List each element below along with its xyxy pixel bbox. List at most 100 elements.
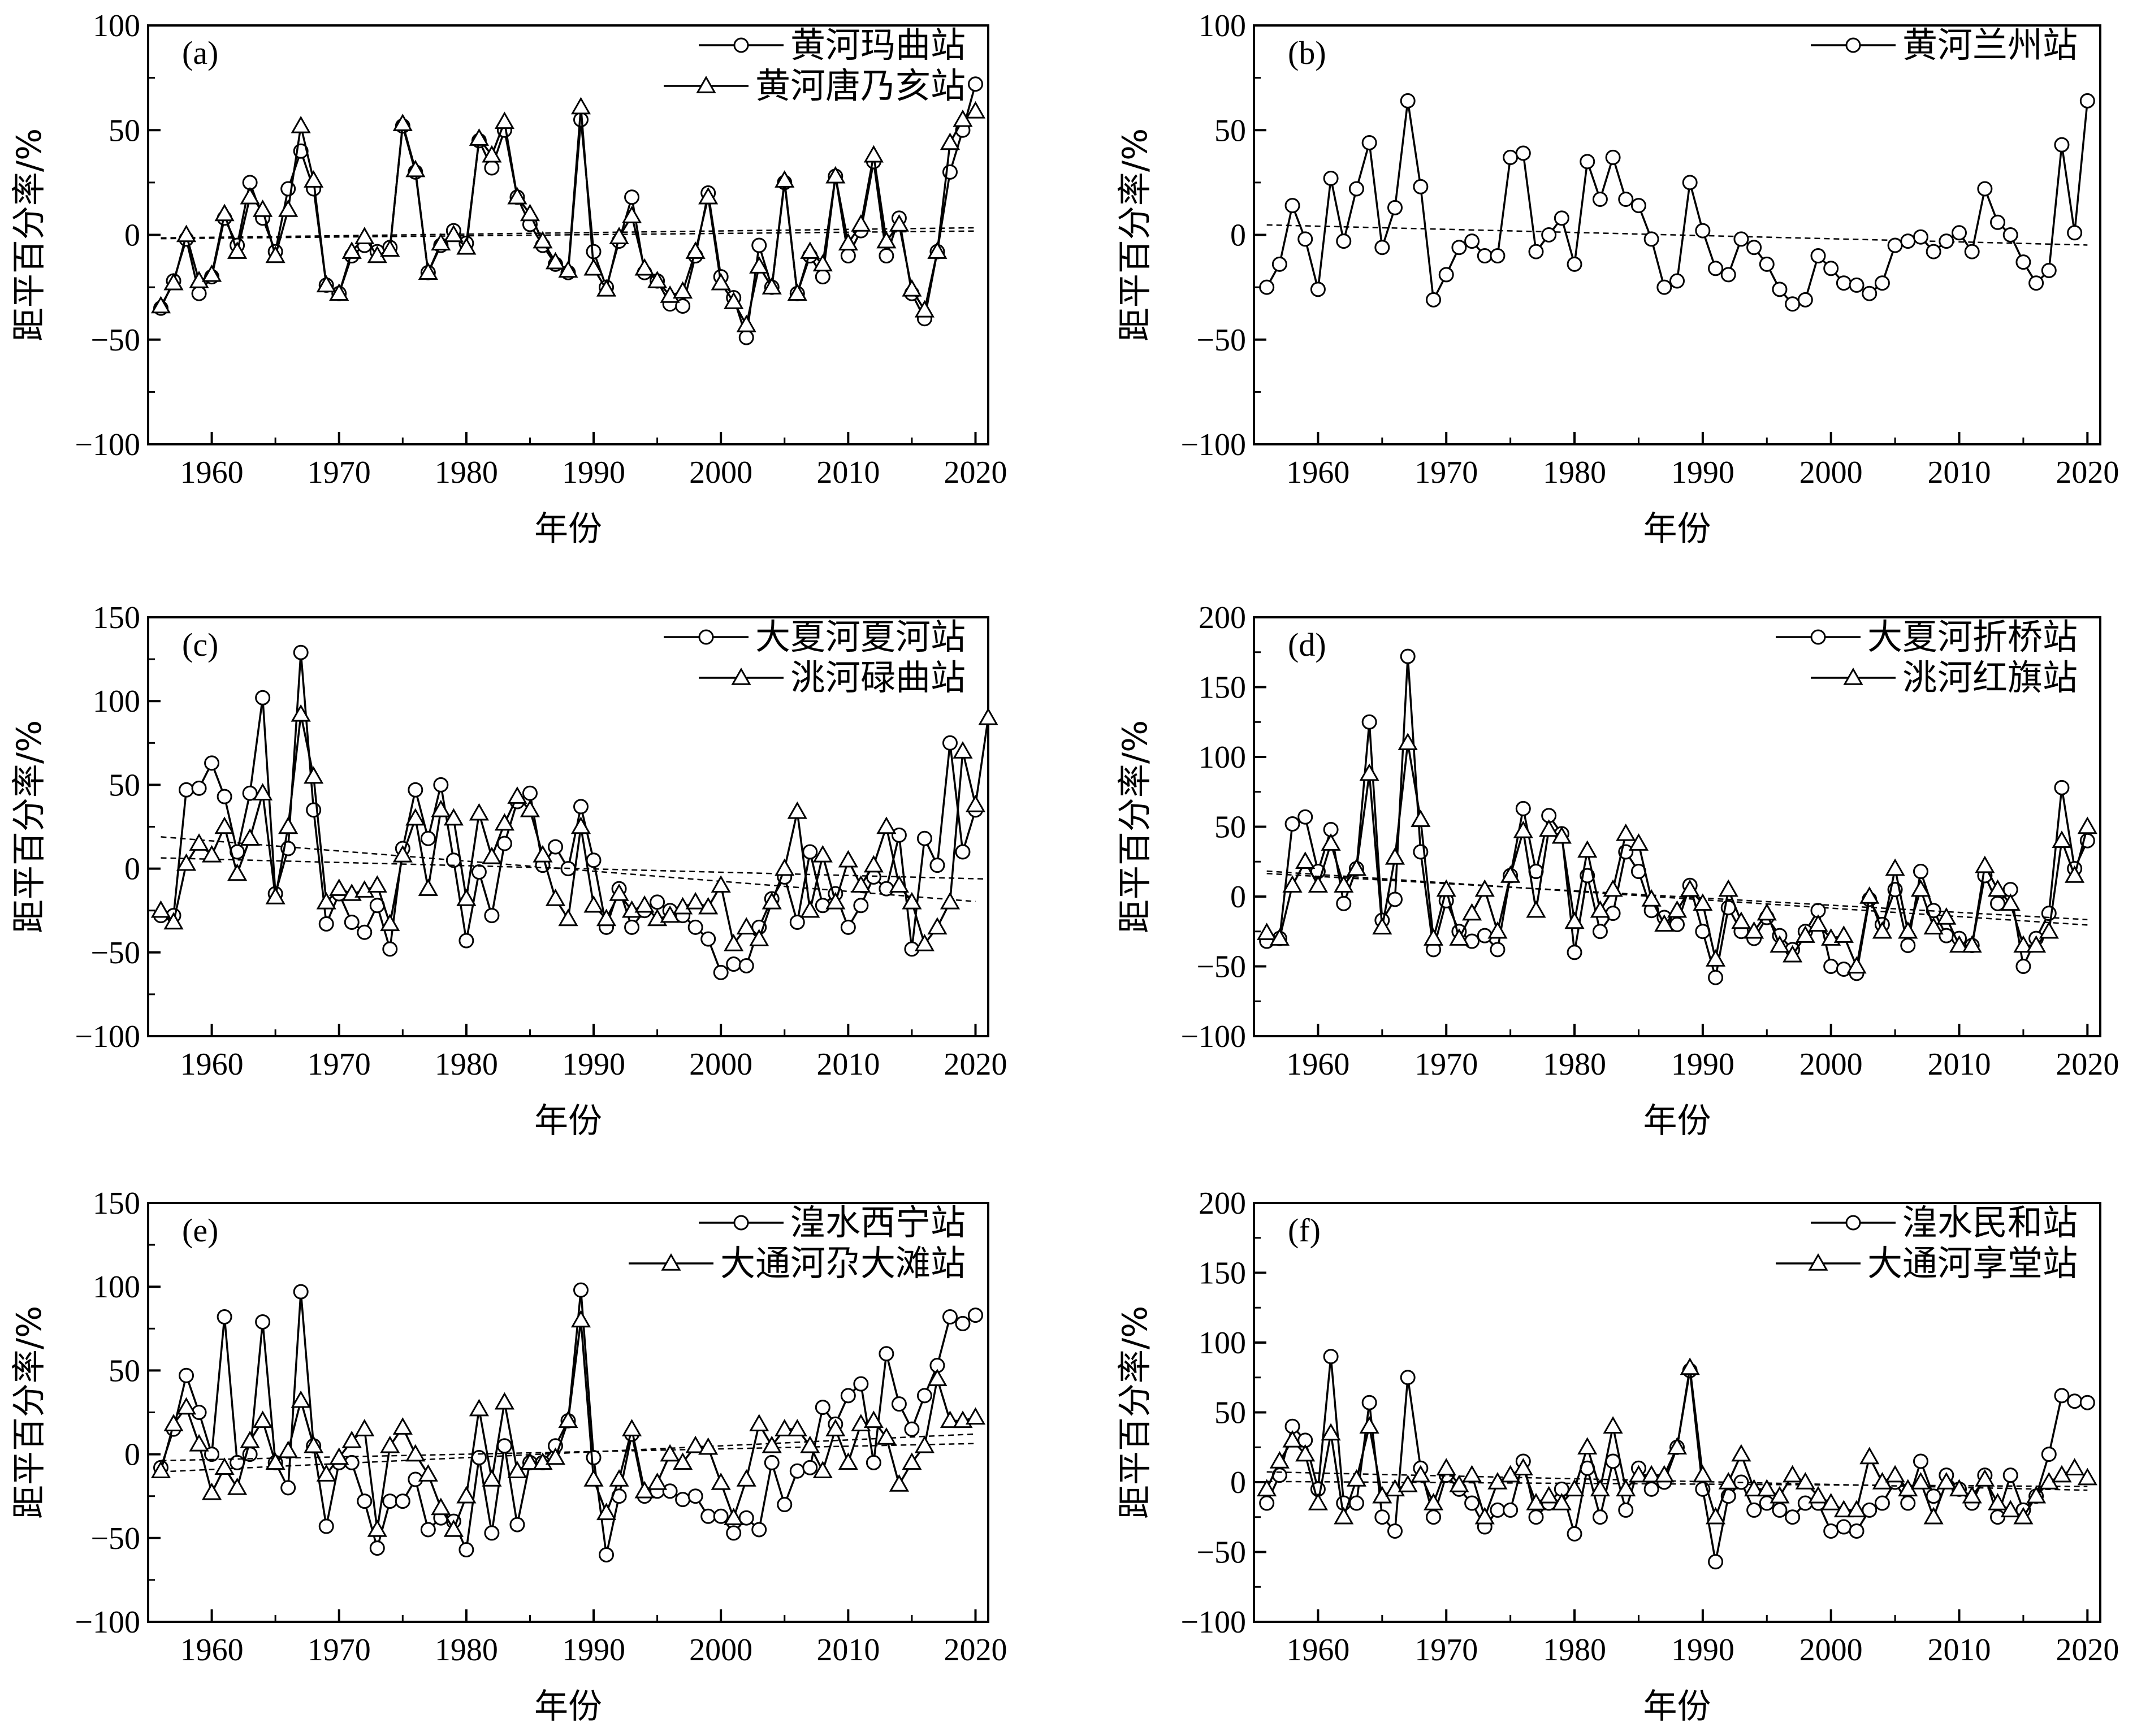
circle-marker bbox=[1939, 928, 1954, 943]
y-tick-label: −50 bbox=[1196, 1535, 1246, 1570]
triangle-marker bbox=[724, 1508, 744, 1525]
trend-line bbox=[161, 1433, 976, 1473]
triangle-marker bbox=[150, 900, 171, 918]
circle-marker bbox=[624, 189, 640, 205]
triangle-marker bbox=[583, 895, 604, 913]
circle-marker bbox=[1849, 277, 1865, 293]
circle-marker bbox=[1708, 969, 1724, 985]
y-tick-label: 200 bbox=[1199, 1186, 1246, 1221]
triangle-marker bbox=[201, 1482, 222, 1500]
triangle-marker bbox=[1487, 921, 1508, 939]
x-tick-label: 2010 bbox=[1928, 1633, 1991, 1668]
x-axis-title: 年份 bbox=[1643, 509, 1711, 549]
circle-marker bbox=[1746, 1502, 1762, 1518]
triangle-marker bbox=[1449, 928, 1469, 946]
triangle-marker bbox=[596, 908, 617, 927]
circle-marker bbox=[1823, 261, 1839, 276]
circle-marker bbox=[2079, 1395, 2095, 1410]
triangle-marker bbox=[163, 1414, 184, 1431]
circle-marker bbox=[815, 898, 830, 914]
x-axis-title: 年份 bbox=[534, 1101, 602, 1141]
triangle-marker bbox=[431, 233, 451, 251]
x-tick-label: 2020 bbox=[2056, 455, 2119, 490]
triangle-marker bbox=[354, 880, 375, 898]
triangle-marker bbox=[1282, 875, 1303, 893]
y-tick-label: −100 bbox=[75, 1019, 140, 1054]
triangle-marker bbox=[889, 875, 909, 893]
triangle-marker bbox=[749, 1414, 769, 1431]
y-axis-title: 距平百分率/% bbox=[10, 1306, 49, 1519]
circle-marker bbox=[1874, 275, 1890, 291]
triangle-marker bbox=[1846, 1500, 1867, 1518]
triangle-marker bbox=[1436, 1458, 1456, 1476]
triangle-marker bbox=[876, 1427, 897, 1445]
triangle-marker bbox=[902, 891, 922, 910]
circle-marker bbox=[840, 1388, 856, 1404]
circle-marker bbox=[1259, 1495, 1275, 1511]
y-tick-label: 150 bbox=[1199, 1256, 1246, 1291]
circle-marker bbox=[1605, 906, 1621, 921]
circle-marker bbox=[458, 933, 474, 949]
triangle-marker bbox=[800, 1435, 820, 1453]
circle-marker bbox=[255, 690, 271, 705]
triangle-marker bbox=[558, 908, 578, 927]
legend-triangle-marker bbox=[696, 75, 716, 93]
triangle-marker bbox=[1616, 1479, 1636, 1497]
circle-marker bbox=[738, 1510, 754, 1526]
triangle-marker bbox=[1359, 1416, 1379, 1434]
triangle-marker bbox=[609, 227, 629, 244]
x-tick-label: 1990 bbox=[1671, 1633, 1734, 1668]
triangle-marker bbox=[392, 1417, 413, 1435]
x-tick-label: 2010 bbox=[816, 1047, 880, 1082]
circle-marker bbox=[1643, 1481, 1659, 1497]
circle-marker bbox=[751, 237, 767, 253]
x-tick-label: 1960 bbox=[180, 1047, 244, 1082]
triangle-marker bbox=[214, 1457, 235, 1475]
x-tick-label: 1980 bbox=[1543, 1047, 1606, 1082]
circle-marker bbox=[344, 914, 360, 930]
triangle-marker bbox=[1372, 917, 1392, 935]
triangle-marker bbox=[1423, 928, 1444, 946]
circle-marker bbox=[1451, 240, 1467, 256]
legend-label: 大通河享堂站 bbox=[1867, 1243, 2078, 1284]
triangle-marker bbox=[863, 855, 884, 873]
triangle-marker bbox=[494, 111, 515, 129]
legend-triangle-marker bbox=[1843, 667, 1863, 685]
triangle-marker bbox=[1641, 1465, 1662, 1483]
circle-marker bbox=[1348, 1495, 1364, 1511]
circle-marker bbox=[624, 919, 640, 935]
triangle-marker bbox=[545, 252, 566, 270]
circle-marker bbox=[1464, 233, 1480, 249]
triangle-marker bbox=[711, 272, 731, 291]
triangle-marker bbox=[1411, 1465, 1431, 1483]
circle-marker bbox=[1503, 149, 1519, 165]
circle-marker bbox=[1580, 154, 1595, 170]
circle-marker bbox=[318, 916, 334, 932]
circle-marker bbox=[1605, 1453, 1621, 1469]
circle-marker bbox=[573, 799, 589, 815]
triangle-marker bbox=[1308, 1493, 1328, 1510]
chart-panel: −100 −50 0 50 100 150 1960 1970 1980 1990 2000 2010… bbox=[10, 1186, 1007, 1726]
triangle-marker bbox=[1641, 889, 1662, 907]
x-tick-label: 1990 bbox=[562, 1633, 625, 1668]
circle-marker bbox=[879, 248, 894, 264]
triangle-marker bbox=[570, 1310, 591, 1328]
circle-marker bbox=[1836, 1519, 1852, 1535]
circle-marker bbox=[1426, 292, 1442, 308]
circle-marker bbox=[1785, 296, 1801, 312]
triangle-marker bbox=[2026, 935, 2047, 953]
circle-marker bbox=[866, 1454, 881, 1470]
triangle-marker bbox=[1705, 949, 1726, 967]
triangle-marker bbox=[201, 845, 222, 863]
triangle-marker bbox=[545, 1447, 566, 1465]
circle-marker bbox=[1361, 714, 1377, 730]
circle-marker bbox=[700, 1508, 716, 1524]
circle-marker bbox=[1387, 891, 1403, 907]
circle-marker bbox=[815, 1400, 830, 1415]
circle-marker bbox=[1515, 145, 1531, 161]
triangle-marker bbox=[787, 1419, 807, 1436]
triangle-marker bbox=[812, 845, 833, 863]
circle-marker bbox=[484, 908, 500, 924]
triangle-marker bbox=[762, 1435, 782, 1453]
triangle-marker bbox=[443, 224, 464, 243]
